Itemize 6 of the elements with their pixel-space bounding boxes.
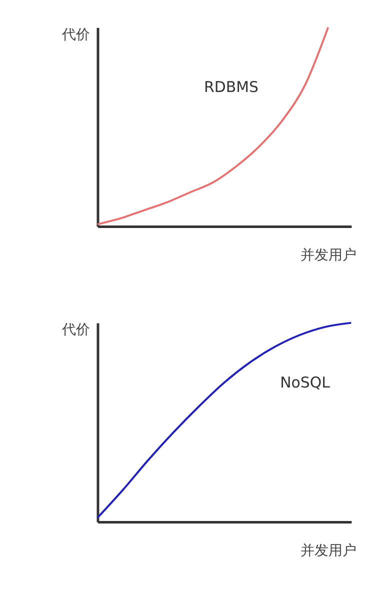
x-axis-title: 并发用户: [300, 248, 357, 264]
y-axis-title: 代价: [61, 322, 90, 338]
series-label: NoSQL: [280, 373, 331, 392]
x-axis-title: 并发用户: [300, 543, 357, 560]
text: RDBMS: [204, 78, 258, 96]
y-axis-title: 代价: [61, 26, 90, 43]
